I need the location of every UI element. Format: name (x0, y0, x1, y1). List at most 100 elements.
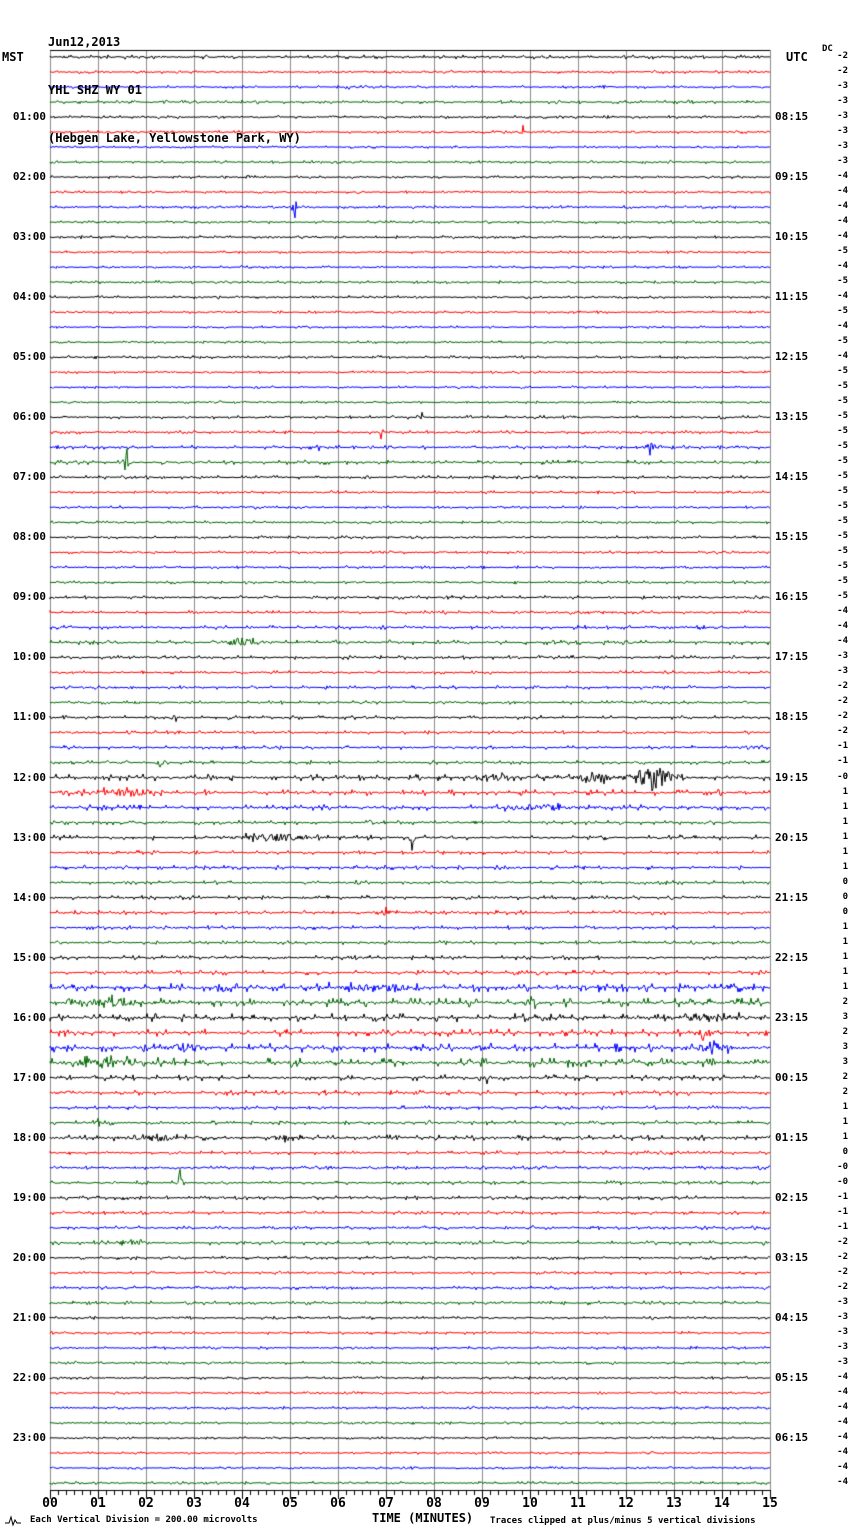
utc-hour-label: 23:15 (775, 1010, 809, 1024)
dc-offset-value: -5 (837, 396, 848, 407)
dc-offset-value: -5 (837, 366, 848, 377)
mst-hour-label: 03:00 (12, 230, 46, 244)
dc-offset-value: 3 (842, 1041, 848, 1052)
dc-offset-value: 1 (842, 846, 848, 857)
dc-offset-value: 2 (842, 996, 848, 1007)
mst-hour-label: 10:00 (12, 650, 46, 664)
utc-hour-label: 04:15 (775, 1310, 809, 1324)
dc-offset-value: -4 (837, 1461, 848, 1472)
mst-hour-label: 20:00 (12, 1250, 46, 1264)
dc-offset-value: -5 (837, 456, 848, 467)
footer-scale-note: Each Vertical Division = 200.00 microvol… (30, 1515, 258, 1525)
utc-hour-label: 01:15 (775, 1130, 809, 1144)
utc-hour-label: 05:15 (775, 1370, 809, 1384)
minute-tick-label: 08 (426, 1496, 442, 1511)
dc-offset-value: -2 (837, 696, 848, 707)
dc-offset-value: -4 (837, 636, 848, 647)
mst-hour-label: 17:00 (12, 1070, 46, 1084)
dc-offset-value: -1 (837, 1221, 848, 1232)
minute-tick-label: 09 (474, 1496, 490, 1511)
dc-offset-value: -5 (837, 531, 848, 542)
minute-tick-label: 13 (666, 1496, 682, 1511)
mst-hour-label: 15:00 (12, 950, 46, 964)
dc-offset-value: 1 (842, 831, 848, 842)
dc-offset-value: -5 (837, 516, 848, 527)
dc-offset-value: -5 (837, 591, 848, 602)
dc-offset-value: -3 (837, 1311, 848, 1322)
dc-offset-value: -4 (837, 1416, 848, 1427)
dc-offset-value: -1 (837, 741, 848, 752)
dc-offset-value: 2 (842, 1026, 848, 1037)
utc-hour-label: 13:15 (775, 410, 809, 424)
dc-offset-value: 2 (842, 1071, 848, 1082)
dc-offset-value: -0 (837, 771, 848, 782)
minute-tick-label: 00 (42, 1496, 58, 1511)
utc-hour-label: 22:15 (775, 950, 809, 964)
plot-header: Jun12,2013 YHL SHZ WY 01 (Hebgen Lake, Y… (48, 2, 301, 178)
wiggle-icon (5, 1515, 21, 1527)
dc-offset-value: 1 (842, 981, 848, 992)
dc-offset-value: -5 (837, 306, 848, 317)
utc-hour-label: 20:15 (775, 830, 809, 844)
header-date: Jun12,2013 (48, 35, 121, 49)
utc-hour-label: 14:15 (775, 470, 809, 484)
mst-hour-label: 08:00 (12, 530, 46, 544)
dc-offset-value: -5 (837, 576, 848, 587)
dc-offset-value: -0 (837, 1176, 848, 1187)
utc-hour-label: 08:15 (775, 110, 809, 124)
minute-tick-label: 05 (282, 1496, 298, 1511)
dc-offset-value: -5 (837, 426, 848, 437)
dc-offset-value: -2 (837, 1266, 848, 1277)
dc-offset-value: -3 (837, 81, 848, 92)
dc-offset-value: 1 (842, 951, 848, 962)
utc-axis-label: UTC (786, 50, 808, 64)
dc-offset-value: 1 (842, 936, 848, 947)
utc-hour-label: 10:15 (775, 230, 809, 244)
utc-hour-label: 18:15 (775, 710, 809, 724)
mst-hour-label: 19:00 (12, 1190, 46, 1204)
mst-hour-label: 07:00 (12, 470, 46, 484)
dc-offset-value: -4 (837, 231, 848, 242)
dc-offset-value: -3 (837, 666, 848, 677)
header-station: YHL SHZ WY 01 (48, 83, 142, 97)
mst-hour-label: 21:00 (12, 1310, 46, 1324)
dc-offset-value: -4 (837, 621, 848, 632)
dc-offset-value: -4 (837, 1401, 848, 1412)
dc-offset-value: -1 (837, 1191, 848, 1202)
utc-hour-label: 09:15 (775, 170, 809, 184)
dc-offset-value: -4 (837, 1431, 848, 1442)
dc-offset-value: -5 (837, 381, 848, 392)
mst-hour-label: 22:00 (12, 1370, 46, 1384)
dc-offset-value: 1 (842, 1101, 848, 1112)
dc-offset-value: 1 (842, 1116, 848, 1127)
dc-offset-value: -4 (837, 1477, 848, 1487)
dc-offset-value: -3 (837, 111, 848, 122)
utc-hour-label: 06:15 (775, 1430, 809, 1444)
dc-offset-value: -4 (837, 171, 848, 182)
utc-hour-label: 12:15 (775, 350, 809, 364)
utc-hour-label: 15:15 (775, 530, 809, 544)
dc-offset-value: -2 (837, 726, 848, 737)
mst-hour-label: 05:00 (12, 350, 46, 364)
mst-hour-label: 11:00 (12, 710, 46, 724)
dc-offset-value: 1 (842, 966, 848, 977)
dc-offset-value: 0 (842, 891, 848, 902)
minute-tick-label: 02 (138, 1496, 154, 1511)
dc-offset-value: -4 (837, 351, 848, 362)
utc-hour-label: 16:15 (775, 590, 809, 604)
mst-hour-label: 14:00 (12, 890, 46, 904)
utc-hour-label: 19:15 (775, 770, 809, 784)
dc-offset-value: 0 (842, 1146, 848, 1157)
dc-offset-value: -5 (837, 276, 848, 287)
dc-offset-value: -5 (837, 561, 848, 572)
dc-offset-value: -4 (837, 606, 848, 617)
mst-hour-label: 12:00 (12, 770, 46, 784)
minute-tick-label: 06 (330, 1496, 346, 1511)
utc-hour-label: 21:15 (775, 890, 809, 904)
utc-hour-label: 11:15 (775, 290, 809, 304)
mst-axis-label: MST (2, 50, 24, 64)
mst-hour-label: 04:00 (12, 290, 46, 304)
dc-offset-value: -5 (837, 246, 848, 257)
dc-offset-value: 3 (842, 1011, 848, 1022)
